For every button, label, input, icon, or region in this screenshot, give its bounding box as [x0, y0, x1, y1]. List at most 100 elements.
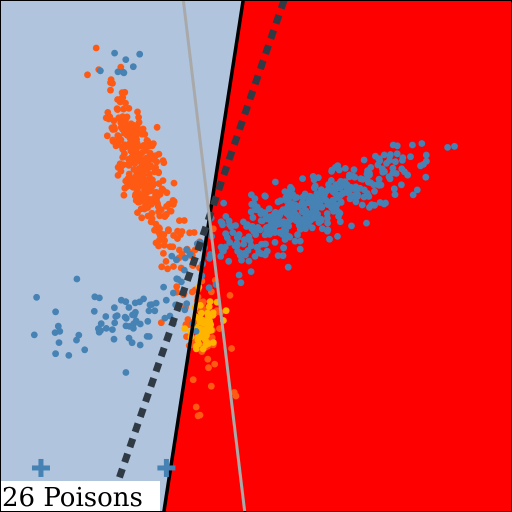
data-point	[423, 157, 430, 165]
data-point	[121, 141, 128, 149]
data-point	[52, 350, 59, 358]
data-point	[120, 125, 128, 133]
data-point	[353, 185, 361, 193]
data-point	[119, 153, 127, 161]
data-point	[296, 245, 304, 253]
data-point	[297, 201, 305, 209]
boundary-line-dotted	[104, 0, 288, 512]
data-point	[342, 165, 349, 172]
poison-markers	[31, 458, 176, 477]
data-point	[206, 323, 213, 331]
data-point	[134, 198, 142, 206]
data-point	[169, 243, 177, 251]
data-point	[130, 311, 138, 319]
data-point	[207, 382, 215, 390]
data-point	[297, 217, 304, 225]
data-point	[324, 219, 331, 227]
data-point	[117, 136, 125, 144]
data-point	[217, 252, 225, 260]
data-point	[326, 235, 333, 243]
data-point	[226, 221, 233, 228]
data-point	[181, 325, 189, 332]
data-point	[240, 240, 248, 248]
data-point	[271, 208, 279, 216]
data-point	[158, 263, 166, 271]
data-point	[352, 198, 360, 206]
data-point	[417, 162, 424, 170]
data-point	[360, 186, 368, 194]
data-point	[137, 167, 144, 175]
data-point	[130, 325, 137, 332]
data-point	[235, 231, 243, 238]
data-point	[249, 214, 257, 222]
data-point	[122, 99, 129, 107]
data-point	[210, 339, 217, 346]
data-point	[144, 317, 152, 325]
data-point	[92, 44, 100, 52]
data-point	[374, 161, 382, 169]
data-point	[73, 336, 80, 344]
data-point	[129, 63, 137, 71]
data-point	[336, 218, 344, 226]
data-point	[110, 335, 118, 343]
data-point	[262, 229, 270, 237]
data-point	[393, 142, 401, 150]
data-point	[155, 168, 163, 176]
data-point	[261, 192, 269, 200]
data-point	[363, 191, 371, 199]
data-point	[209, 312, 217, 319]
data-point	[294, 231, 301, 239]
data-point	[347, 183, 355, 191]
data-point	[398, 181, 405, 189]
data-point	[198, 309, 205, 317]
data-point	[333, 184, 341, 192]
poison-marker-v	[163, 458, 169, 477]
data-point	[263, 224, 270, 232]
data-point	[304, 199, 312, 207]
data-point	[54, 322, 62, 330]
data-point	[181, 254, 189, 262]
data-point	[324, 214, 331, 222]
data-point	[302, 218, 310, 226]
data-point	[392, 158, 399, 166]
data-point	[136, 320, 144, 328]
data-point	[312, 208, 320, 215]
data-point	[144, 137, 152, 145]
data-point	[162, 258, 170, 265]
data-point	[274, 252, 282, 259]
data-point	[121, 88, 129, 96]
data-point	[348, 222, 355, 230]
data-point	[145, 164, 153, 172]
data-point	[133, 131, 141, 138]
data-point	[236, 251, 244, 259]
data-point	[137, 205, 145, 213]
data-point	[186, 251, 194, 258]
data-point	[327, 177, 335, 184]
data-point	[153, 199, 160, 207]
data-point	[328, 204, 335, 212]
data-point	[136, 341, 144, 349]
data-point	[156, 236, 163, 244]
data-point	[103, 132, 111, 140]
data-point	[113, 105, 121, 113]
data-point	[136, 298, 144, 306]
data-point	[160, 159, 168, 167]
data-point	[161, 212, 169, 220]
data-point	[138, 160, 146, 168]
data-point	[407, 153, 414, 161]
data-point	[341, 178, 349, 186]
data-point	[165, 227, 172, 235]
data-point	[363, 170, 371, 178]
data-point	[102, 313, 110, 320]
data-point	[232, 222, 240, 229]
data-point	[328, 166, 336, 174]
data-point	[192, 403, 200, 411]
data-point	[205, 364, 212, 372]
data-point	[96, 294, 103, 302]
data-point	[141, 130, 149, 138]
data-point	[105, 115, 113, 123]
data-point	[255, 248, 263, 256]
data-point	[148, 215, 156, 223]
data-point	[245, 257, 253, 265]
